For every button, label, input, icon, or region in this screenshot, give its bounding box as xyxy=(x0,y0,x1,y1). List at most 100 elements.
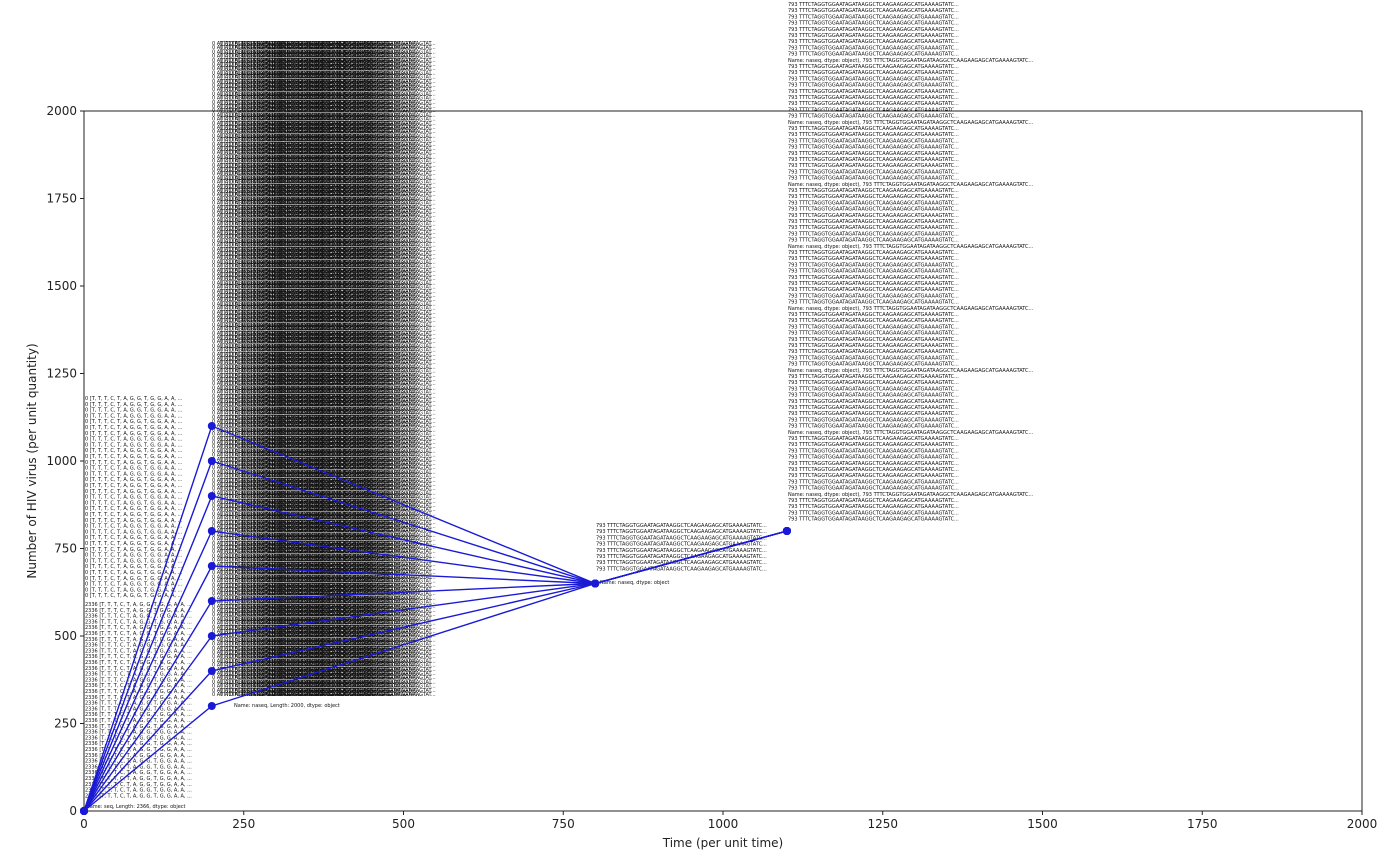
annotation-text: 0 ATTTCTAGGTGGAATAGATAAGGCTCAAGAAGAGCATG… xyxy=(212,528,376,534)
annotation-text: 0 ATTTCTAGGTGGAATAGATAAGGCTCAAGAAGAGCATG… xyxy=(257,600,421,606)
annotation-text: 0 ATTTCTAGGTGGAATAGATAAGGCTCAAGAAGAGCATG… xyxy=(230,667,394,673)
annotation-text: 0 ATTTCTAGGTGGAATAGATAAGGCTCAAGAAGAGCATG… xyxy=(257,675,421,681)
annotation-text: 0 ATTTCTAGGTGGAATAGATAAGGCTCAAGAAGAGCATG… xyxy=(230,612,394,618)
annotation-text: 0 ATTTCTAGGTGGAATAGATAAGGCTCAAGAAGAGCATG… xyxy=(230,537,394,543)
annotation-text: 0 ATTTCTAGGTGGAATAGATAAGGCTCAAGAAGAGCATG… xyxy=(257,604,421,610)
annotation-text: 0 ATTTCTAGGTGGAATAGATAAGGCTCAAGAAGAGCATG… xyxy=(257,49,421,55)
annotation-text: 0 ATTTCTAGGTGGAATAGATAAGGCTCAAGAAGAGCATG… xyxy=(272,289,436,295)
annotation-text: 0 ATTTCTAGGTGGAATAGATAAGGCTCAAGAAGAGCATG… xyxy=(212,469,376,475)
annotation-text: 0 ATTTCTAGGTGGAATAGATAAGGCTCAAGAAGAGCATG… xyxy=(220,268,384,274)
annotation-text: 0 [T, T, T, C, T, A, G, G, T, G, G, A, A… xyxy=(85,576,183,582)
annotation-text: 2336 [T, T, T, C, T, A, G, G, T, G, G, A… xyxy=(85,735,192,741)
annotation-text: 0 ATTTCTAGGTGGAATAGATAAGGCTCAAGAAGAGCATG… xyxy=(220,280,384,286)
annotation-text: 0 ATTTCTAGGTGGAATAGATAAGGCTCAAGAAGAGCATG… xyxy=(242,402,406,408)
point xyxy=(207,527,216,535)
annotation-text: 0 [T, T, T, C, T, A, G, G, T, G, G, A, A… xyxy=(85,500,183,506)
annotation-text: 2336 [T, T, T, C, T, A, G, G, T, G, G, A… xyxy=(85,753,192,759)
annotation-text: 0 ATTTCTAGGTGGAATAGATAAGGCTCAAGAAGAGCATG… xyxy=(220,377,384,383)
annotation-text: 0 ATTTCTAGGTGGAATAGATAAGGCTCAAGAAGAGCATG… xyxy=(220,209,384,215)
annotation-text: 793 TTTCTAGGTGGAATAGATAAGGCTCAAGAAGAGCAT… xyxy=(788,21,959,27)
annotation-text: 0 ATTTCTAGGTGGAATAGATAAGGCTCAAGAAGAGCATG… xyxy=(212,604,376,610)
annotation-text: 0 ATTTCTAGGTGGAATAGATAAGGCTCAAGAAGAGCATG… xyxy=(230,142,394,148)
annotation-text: 0 ATTTCTAGGTGGAATAGATAAGGCTCAAGAAGAGCATG… xyxy=(212,490,376,496)
annotation-text: 0 ATTTCTAGGTGGAATAGATAAGGCTCAAGAAGAGCATG… xyxy=(230,125,394,131)
annotation-text: 793 TTTCTAGGTGGAATAGATAAGGCTCAAGAAGAGCAT… xyxy=(788,337,959,343)
annotation-text: 0 ATTTCTAGGTGGAATAGATAAGGCTCAAGAAGAGCATG… xyxy=(212,217,376,223)
annotation-text: 0 ATTTCTAGGTGGAATAGATAAGGCTCAAGAAGAGCATG… xyxy=(242,117,406,123)
annotation-text: 793 TTTCTAGGTGGAATAGATAAGGCTCAAGAAGAGCAT… xyxy=(788,504,959,510)
annotation-text: 0 ATTTCTAGGTGGAATAGATAAGGCTCAAGAAGAGCATG… xyxy=(230,314,394,320)
annotation-text: 0 ATTTCTAGGTGGAATAGATAAGGCTCAAGAAGAGCATG… xyxy=(212,213,376,219)
annotation-text: 0 ATTTCTAGGTGGAATAGATAAGGCTCAAGAAGAGCATG… xyxy=(220,159,384,165)
annotation-text: 0 ATTTCTAGGTGGAATAGATAAGGCTCAAGAAGAGCATG… xyxy=(272,629,436,635)
y-tick-label: 2000 xyxy=(46,104,77,118)
annotation-text: 0 ATTTCTAGGTGGAATAGATAAGGCTCAAGAAGAGCATG… xyxy=(272,394,436,400)
annotation-text: 0 ATTTCTAGGTGGAATAGATAAGGCTCAAGAAGAGCATG… xyxy=(272,301,436,307)
annotation-text: 0 ATTTCTAGGTGGAATAGATAAGGCTCAAGAAGAGCATG… xyxy=(230,167,394,173)
annotation-text: 0 [T, T, T, C, T, A, G, G, T, G, G, A, A… xyxy=(85,495,183,501)
annotation-text: 0 ATTTCTAGGTGGAATAGATAAGGCTCAAGAAGAGCATG… xyxy=(242,549,406,555)
annotation-text: 0 ATTTCTAGGTGGAATAGATAAGGCTCAAGAAGAGCATG… xyxy=(220,364,384,370)
annotation-text: 0 ATTTCTAGGTGGAATAGATAAGGCTCAAGAAGAGCATG… xyxy=(220,671,384,677)
annotation-text: 0 ATTTCTAGGTGGAATAGATAAGGCTCAAGAAGAGCATG… xyxy=(230,226,394,232)
annotation-text: 0 ATTTCTAGGTGGAATAGATAAGGCTCAAGAAGAGCATG… xyxy=(242,583,406,589)
annotation-text: 793 TTTCTAGGTGGAATAGATAAGGCTCAAGAAGAGCAT… xyxy=(788,405,959,411)
annotation-text: 0 ATTTCTAGGTGGAATAGATAAGGCTCAAGAAGAGCATG… xyxy=(242,171,406,177)
annotation-text: 0 ATTTCTAGGTGGAATAGATAAGGCTCAAGAAGAGCATG… xyxy=(257,306,421,312)
annotation-text: 793 TTTCTAGGTGGAATAGATAAGGCTCAAGAAGAGCAT… xyxy=(788,45,959,51)
annotation-text: 0 ATTTCTAGGTGGAATAGATAAGGCTCAAGAAGAGCATG… xyxy=(242,96,406,102)
annotation-text: 0 ATTTCTAGGTGGAATAGATAAGGCTCAAGAAGAGCATG… xyxy=(230,171,394,177)
annotation-text: Name: naseq, dtype: object), 793 TTTCTAG… xyxy=(788,58,1034,64)
annotation-text: Name: naseq, Length: 2000, dtype: object xyxy=(234,703,340,709)
annotation-text: 0 ATTTCTAGGTGGAATAGATAAGGCTCAAGAAGAGCATG… xyxy=(257,133,421,139)
annotation-text: 0 [T, T, T, C, T, A, G, G, T, G, G, A, A… xyxy=(85,477,183,483)
annotation-text: 0 ATTTCTAGGTGGAATAGATAAGGCTCAAGAAGAGCATG… xyxy=(257,486,421,492)
annotation-text: 0 ATTTCTAGGTGGAATAGATAAGGCTCAAGAAGAGCATG… xyxy=(242,385,406,391)
annotation-text: 0 ATTTCTAGGTGGAATAGATAAGGCTCAAGAAGAGCATG… xyxy=(242,247,406,253)
annotation-text: 2336 [T, T, T, C, T, A, G, G, T, G, G, A… xyxy=(85,747,192,753)
annotation-text: 0 ATTTCTAGGTGGAATAGATAAGGCTCAAGAAGAGCATG… xyxy=(212,574,376,580)
annotation-text: 0 ATTTCTAGGTGGAATAGATAAGGCTCAAGAAGAGCATG… xyxy=(212,427,376,433)
annotation-text: 0 ATTTCTAGGTGGAATAGATAAGGCTCAAGAAGAGCATG… xyxy=(272,142,436,148)
annotation-text: 0 ATTTCTAGGTGGAATAGATAAGGCTCAAGAAGAGCATG… xyxy=(257,457,421,463)
annotation-text: 793 TTTCTAGGTGGAATAGATAAGGCTCAAGAAGAGCAT… xyxy=(788,424,959,430)
annotation-text: 0 ATTTCTAGGTGGAATAGATAAGGCTCAAGAAGAGCATG… xyxy=(230,293,394,299)
annotation-text: 0 ATTTCTAGGTGGAATAGATAAGGCTCAAGAAGAGCATG… xyxy=(230,658,394,664)
annotation-text: 0 ATTTCTAGGTGGAATAGATAAGGCTCAAGAAGAGCATG… xyxy=(272,616,436,622)
annotation-text: 0 ATTTCTAGGTGGAATAGATAAGGCTCAAGAAGAGCATG… xyxy=(212,461,376,467)
annotation-text: 0 ATTTCTAGGTGGAATAGATAAGGCTCAAGAAGAGCATG… xyxy=(242,642,406,648)
annotation-text: 0 ATTTCTAGGTGGAATAGATAAGGCTCAAGAAGAGCATG… xyxy=(220,558,384,564)
annotation-text: 0 ATTTCTAGGTGGAATAGATAAGGCTCAAGAAGAGCATG… xyxy=(230,503,394,509)
annotation-text: 0 ATTTCTAGGTGGAATAGATAAGGCTCAAGAAGAGCATG… xyxy=(272,583,436,589)
annotation-text: 0 ATTTCTAGGTGGAATAGATAAGGCTCAAGAAGAGCATG… xyxy=(242,444,406,450)
annotation-text: 0 ATTTCTAGGTGGAATAGATAAGGCTCAAGAAGAGCATG… xyxy=(272,369,436,375)
annotation-text: 0 ATTTCTAGGTGGAATAGATAAGGCTCAAGAAGAGCATG… xyxy=(230,129,394,135)
annotation-text: 0 ATTTCTAGGTGGAATAGATAAGGCTCAAGAAGAGCATG… xyxy=(242,478,406,484)
annotation-text: 0 ATTTCTAGGTGGAATAGATAAGGCTCAAGAAGAGCATG… xyxy=(272,268,436,274)
annotation-text: 0 ATTTCTAGGTGGAATAGATAAGGCTCAAGAAGAGCATG… xyxy=(242,499,406,505)
annotation-text: 0 ATTTCTAGGTGGAATAGATAAGGCTCAAGAAGAGCATG… xyxy=(242,562,406,568)
annotation-text: 0 ATTTCTAGGTGGAATAGATAAGGCTCAAGAAGAGCATG… xyxy=(272,663,436,669)
annotation-text: 0 ATTTCTAGGTGGAATAGATAAGGCTCAAGAAGAGCATG… xyxy=(212,335,376,341)
annotation-text: 0 ATTTCTAGGTGGAATAGATAAGGCTCAAGAAGAGCATG… xyxy=(230,369,394,375)
y-tick-label: 0 xyxy=(69,804,77,818)
annotation-text: 793 TTTCTAGGTGGAATAGATAAGGCTCAAGAAGAGCAT… xyxy=(788,380,959,386)
annotation-text: 0 ATTTCTAGGTGGAATAGATAAGGCTCAAGAAGAGCATG… xyxy=(242,663,406,669)
annotation-text: 0 ATTTCTAGGTGGAATAGATAAGGCTCAAGAAGAGCATG… xyxy=(212,646,376,652)
annotation-text: 0 ATTTCTAGGTGGAATAGATAAGGCTCAAGAAGAGCATG… xyxy=(212,293,376,299)
annotation-text: 0 ATTTCTAGGTGGAATAGATAAGGCTCAAGAAGAGCATG… xyxy=(220,516,384,522)
annotation-text: 0 ATTTCTAGGTGGAATAGATAAGGCTCAAGAAGAGCATG… xyxy=(272,163,436,169)
annotation-text: 0 ATTTCTAGGTGGAATAGATAAGGCTCAAGAAGAGCATG… xyxy=(212,411,376,417)
annotation-text: 0 ATTTCTAGGTGGAATAGATAAGGCTCAAGAAGAGCATG… xyxy=(272,360,436,366)
annotation-text: 0 ATTTCTAGGTGGAATAGATAAGGCTCAAGAAGAGCATG… xyxy=(242,637,406,643)
annotation-text: 0 ATTTCTAGGTGGAATAGATAAGGCTCAAGAAGAGCATG… xyxy=(257,432,421,438)
annotation-text: 0 ATTTCTAGGTGGAATAGATAAGGCTCAAGAAGAGCATG… xyxy=(242,163,406,169)
annotation-text: 0 [T, T, T, C, T, A, G, G, T, G, G, A, A… xyxy=(85,593,183,599)
annotation-text: 0 ATTTCTAGGTGGAATAGATAAGGCTCAAGAAGAGCATG… xyxy=(230,373,394,379)
annotation-text: 793 TTTCTAGGTGGAATAGATAAGGCTCAAGAAGAGCAT… xyxy=(788,467,959,473)
annotation-text: 0 ATTTCTAGGTGGAATAGATAAGGCTCAAGAAGAGCATG… xyxy=(242,671,406,677)
annotation-text: 793 TTTCTAGGTGGAATAGATAAGGCTCAAGAAGAGCAT… xyxy=(788,448,959,454)
annotation-text: 0 ATTTCTAGGTGGAATAGATAAGGCTCAAGAAGAGCATG… xyxy=(272,562,436,568)
annotation-text: 0 ATTTCTAGGTGGAATAGATAAGGCTCAAGAAGAGCATG… xyxy=(230,201,394,207)
annotation-text: 0 ATTTCTAGGTGGAATAGATAAGGCTCAAGAAGAGCATG… xyxy=(212,394,376,400)
